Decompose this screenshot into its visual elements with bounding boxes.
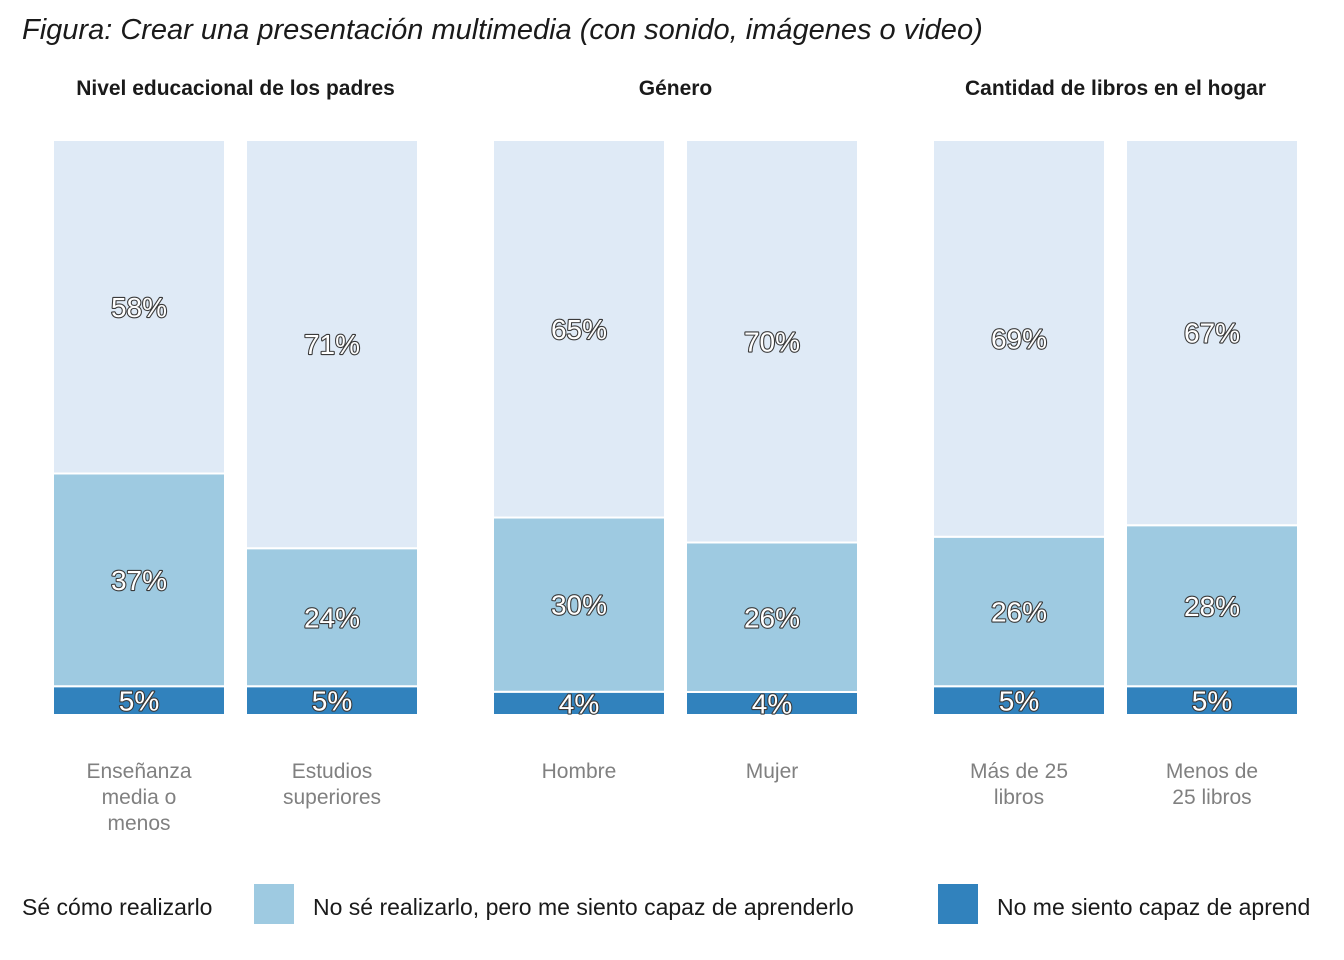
data-label: 28%: [1184, 591, 1240, 622]
bar-segment: [492, 516, 666, 693]
panel: Nivel educacional de los padres 5% 37% 58% E…: [52, 77, 419, 835]
legend-swatch: [254, 884, 294, 924]
legend-item: Sé cómo realizarlo: [22, 894, 212, 920]
data-label: 69%: [991, 323, 1047, 354]
bar-stack: 5% 24% 71%: [245, 139, 419, 718]
category-label: Mujer: [746, 760, 799, 783]
bar-segment: [1125, 139, 1299, 527]
bar-stack: 5% 37% 58%: [52, 139, 226, 718]
data-label: 5%: [119, 686, 159, 717]
bar-segment: [685, 541, 859, 693]
data-label: 24%: [304, 602, 360, 633]
legend-item: No sé realizarlo, pero me siento capaz d…: [254, 884, 854, 924]
data-label: 5%: [1192, 686, 1232, 717]
bar-segment: [932, 535, 1106, 688]
bar-segment: [245, 139, 419, 550]
bar-segment: [52, 472, 226, 688]
category-label: Estudios superiores: [283, 760, 381, 809]
panels: Nivel educacional de los padres 5% 37% 58% E…: [52, 77, 1299, 835]
bar-segment: [1125, 685, 1299, 716]
category-label: Más de 25 libros: [970, 760, 1068, 809]
bar-segment: [492, 139, 666, 519]
category-label: Hombre: [542, 760, 617, 783]
bar-segment: [685, 139, 859, 544]
data-label: 65%: [551, 314, 607, 345]
bar-segment: [245, 685, 419, 716]
panel-title: Cantidad de libros en el hogar: [965, 77, 1266, 100]
legend: Sé cómo realizarlo No sé realizarlo, pero…: [22, 884, 1310, 924]
legend-item: No me siento capaz de aprend: [938, 884, 1310, 924]
data-label: 58%: [111, 292, 167, 323]
bar-stack: 5% 26% 69%: [932, 139, 1106, 718]
bar-stack: 4% 26% 70%: [685, 139, 859, 721]
bar-stack: 5% 28% 67%: [1125, 139, 1299, 718]
data-label: 5%: [999, 686, 1039, 717]
data-label: 4%: [559, 688, 599, 719]
bar-segment: [932, 139, 1106, 538]
panel-title: Género: [639, 77, 713, 100]
bar-segment: [1125, 524, 1299, 688]
legend-swatch: [938, 884, 978, 924]
legend-label: Sé cómo realizarlo: [22, 894, 212, 920]
data-label: 37%: [111, 565, 167, 596]
category-label: Enseñanza media o menos: [86, 760, 191, 835]
data-label: 30%: [551, 590, 607, 621]
panel: Género 4% 30% 65% Hombre 4% 26% 70% Mujer: [492, 77, 859, 783]
bar-segment: [52, 685, 226, 716]
data-label: 70%: [744, 326, 800, 357]
data-label: 5%: [312, 686, 352, 717]
bar-segment: [932, 685, 1106, 716]
category-label: Menos de 25 libros: [1166, 760, 1258, 809]
data-label: 26%: [744, 602, 800, 633]
panel: Cantidad de libros en el hogar 5% 26% 69% Má…: [932, 77, 1299, 809]
bar-stack: 4% 30% 65%: [492, 139, 666, 720]
bar-segment: [245, 547, 419, 688]
data-label: 67%: [1184, 318, 1240, 349]
data-label: 26%: [991, 597, 1047, 628]
panel-title: Nivel educacional de los padres: [76, 77, 395, 100]
data-label: 71%: [304, 329, 360, 360]
legend-label: No me siento capaz de aprend: [997, 894, 1310, 920]
chart-title: Figura: Crear una presentación multimedi…: [22, 14, 983, 46]
bar-segment: [52, 139, 226, 475]
data-label: 4%: [752, 689, 792, 720]
legend-label: No sé realizarlo, pero me siento capaz d…: [313, 894, 854, 920]
